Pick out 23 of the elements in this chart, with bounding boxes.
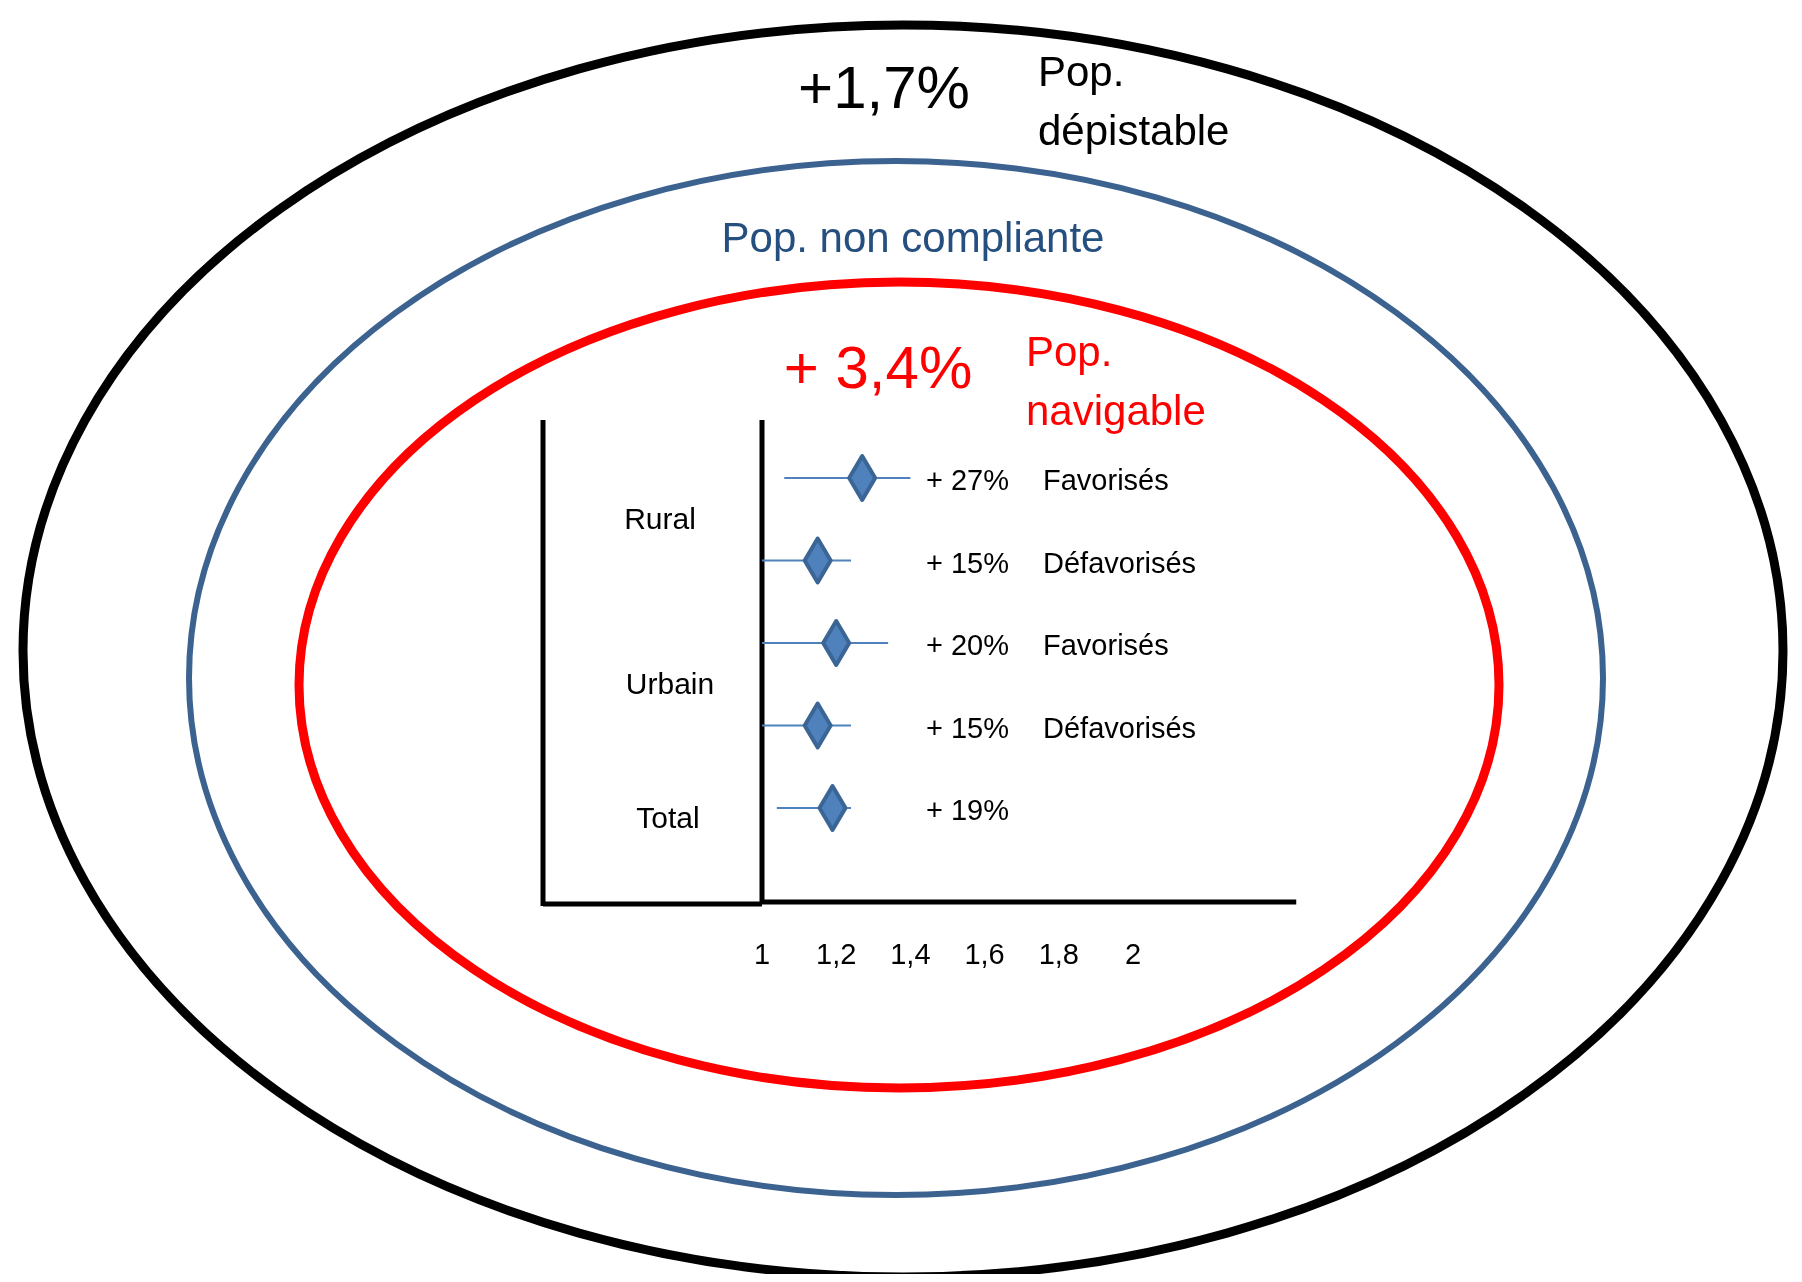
text: +1,7% bbox=[798, 54, 970, 121]
text: Total bbox=[636, 801, 700, 834]
x-tick-label: 1,8 bbox=[1038, 938, 1079, 970]
y-tick-label: Favorisés bbox=[1043, 629, 1169, 661]
x-tick-label: 1,6 bbox=[964, 938, 1005, 970]
x-tick-label: 2 bbox=[1124, 938, 1142, 970]
annotation: + 20% bbox=[926, 629, 1010, 661]
text: + 3,4% bbox=[783, 334, 973, 401]
y-tick-label: Défavorisés bbox=[1043, 546, 1197, 579]
x-tick-label: 1,2 bbox=[816, 938, 857, 970]
text: Urbain bbox=[625, 667, 715, 701]
text: Pop. dépistable bbox=[1038, 48, 1230, 154]
y-tick-label: Défavorisés bbox=[1043, 711, 1197, 744]
x-tick-label: 1 bbox=[753, 938, 771, 970]
annotation: Pop. navigable bbox=[1026, 328, 1206, 434]
text: Pop. non compliante bbox=[721, 214, 1105, 261]
x-tick-label: 1,4 bbox=[890, 938, 931, 970]
text: Rural bbox=[624, 502, 696, 536]
y-tick-label: Favorisés bbox=[1043, 464, 1169, 496]
annotation: + 19% bbox=[926, 794, 1010, 826]
annotation: + 15% bbox=[926, 711, 1010, 744]
annotation: + 27% bbox=[926, 464, 1010, 496]
annotation: + 15% bbox=[926, 546, 1010, 579]
